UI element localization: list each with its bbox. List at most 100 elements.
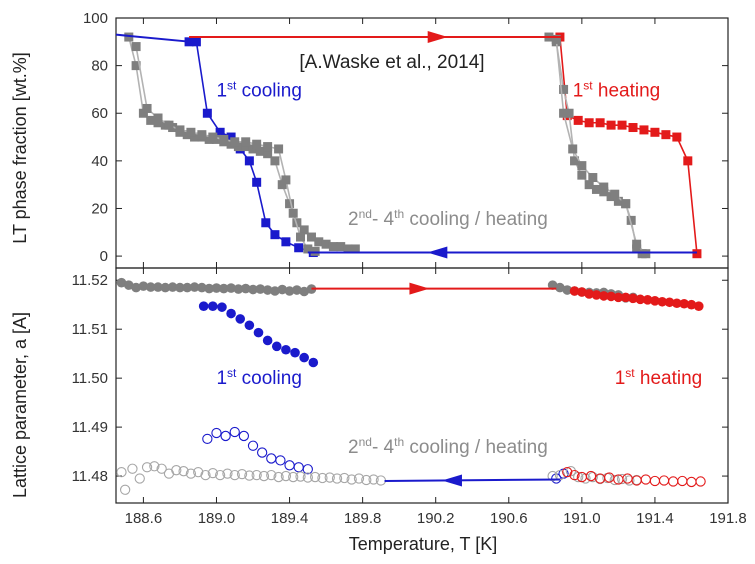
data-point	[149, 461, 160, 472]
data-point	[609, 474, 620, 486]
data-point	[577, 161, 587, 171]
x-tick-label: 189.8	[344, 510, 382, 527]
y-tick-label: 0	[100, 248, 108, 265]
series-1st-heating	[569, 286, 704, 311]
data-point	[547, 470, 558, 482]
data-point	[215, 127, 225, 137]
data-point	[270, 156, 280, 166]
x-tick-label: 190.6	[490, 510, 528, 527]
data-point	[229, 469, 240, 481]
data-point	[189, 282, 200, 292]
data-point	[182, 282, 193, 293]
data-point	[626, 215, 636, 225]
data-point	[599, 182, 609, 192]
data-layer	[116, 277, 706, 495]
data-point	[131, 282, 141, 293]
data-point	[606, 291, 616, 302]
data-point	[657, 296, 668, 307]
data-point	[587, 471, 598, 483]
data-point	[616, 473, 628, 485]
data-point	[262, 335, 273, 346]
annotation-label: 1st heating	[573, 79, 661, 102]
data-point	[191, 37, 201, 47]
data-point	[251, 469, 262, 481]
y-tick-label: 40	[91, 153, 108, 170]
data-point	[241, 142, 251, 152]
data-point	[116, 277, 127, 288]
data-point	[280, 470, 292, 482]
annotation-label: 1st heating	[615, 366, 703, 389]
data-point	[302, 464, 313, 475]
data-point	[628, 123, 638, 133]
data-point	[584, 180, 594, 190]
data-point	[284, 286, 295, 296]
arrow-head	[427, 246, 448, 259]
data-point	[585, 470, 597, 482]
data-point	[275, 455, 286, 466]
data-point	[240, 283, 251, 294]
data-point	[314, 237, 324, 247]
data-point	[559, 108, 569, 118]
data-point	[309, 471, 321, 483]
data-point	[559, 84, 569, 94]
data-point	[202, 433, 213, 445]
data-point	[258, 470, 270, 482]
data-point	[244, 470, 255, 481]
data-point	[568, 144, 578, 154]
y-tick-label: 100	[83, 10, 108, 27]
series-line	[555, 39, 647, 255]
data-point	[336, 242, 346, 252]
data-point	[551, 34, 561, 44]
data-point	[226, 283, 236, 293]
data-point	[271, 341, 282, 352]
data-point	[131, 61, 141, 71]
data-point	[569, 286, 580, 296]
data-point	[167, 282, 178, 292]
x-tick-label: 189.4	[271, 510, 309, 527]
data-point	[214, 469, 226, 481]
x-tick-label: 190.2	[417, 510, 455, 527]
y-tick-label: 20	[91, 200, 108, 217]
data-point	[331, 473, 343, 484]
data-point	[262, 285, 273, 295]
data-point	[321, 239, 331, 249]
arrow-head	[427, 31, 448, 44]
data-point	[343, 244, 353, 254]
data-point	[555, 282, 565, 293]
data-point	[270, 230, 280, 240]
series-blue-open	[202, 426, 313, 475]
data-point	[285, 199, 295, 209]
data-point	[185, 468, 197, 479]
data-point	[274, 144, 284, 154]
data-point	[200, 469, 211, 481]
data-point	[197, 282, 207, 293]
data-point	[640, 474, 651, 485]
annotation-label: 2nd- 4th cooling / heating	[348, 207, 548, 230]
data-point	[641, 249, 651, 259]
data-point	[236, 468, 248, 480]
data-point	[599, 187, 609, 197]
data-point	[247, 440, 259, 451]
data-point	[577, 287, 587, 297]
y-tick-label: 11.52	[72, 272, 108, 289]
data-point	[160, 282, 171, 293]
data-point	[308, 357, 319, 368]
data-point	[277, 180, 287, 190]
data-point	[564, 108, 574, 118]
data-point	[131, 42, 141, 52]
data-point	[142, 103, 152, 113]
data-point	[620, 292, 631, 303]
data-point	[211, 427, 222, 439]
data-point	[208, 132, 218, 142]
data-point	[124, 32, 134, 42]
data-point	[252, 177, 262, 187]
data-point	[368, 474, 379, 485]
data-point	[632, 239, 642, 249]
data-point	[263, 142, 273, 152]
data-point	[632, 244, 642, 254]
data-point	[584, 289, 594, 299]
data-point	[270, 286, 280, 296]
data-point	[562, 467, 573, 478]
data-point	[198, 301, 209, 311]
data-point	[281, 344, 291, 355]
